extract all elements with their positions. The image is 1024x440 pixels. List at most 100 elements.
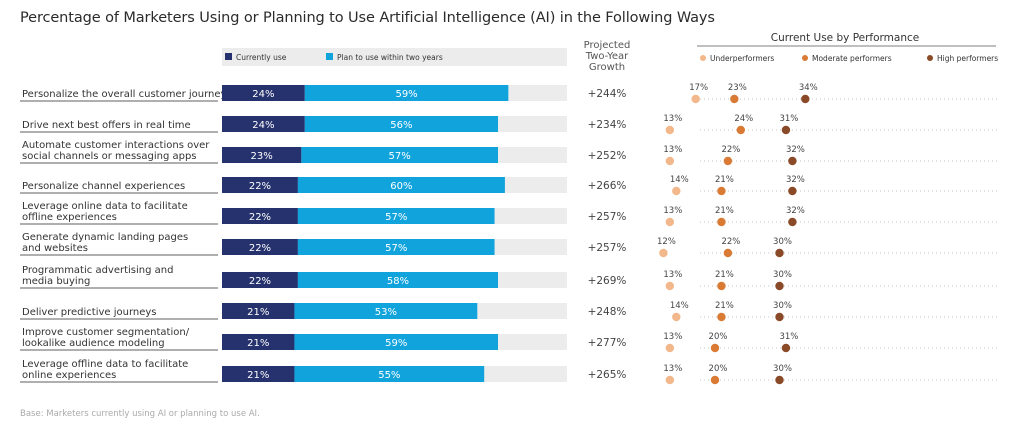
dot-moderate-performers: [723, 248, 733, 258]
legend-label-currently: Currently use: [236, 53, 287, 62]
bar-plan-to-use: [297, 239, 495, 255]
dot-moderate-performers: [736, 125, 745, 135]
dot-value-label: 30%: [773, 301, 792, 311]
category-label: Improve customer segmentation/: [22, 327, 190, 338]
bar-label-currently-use: 21%: [247, 307, 269, 318]
bar-label-plan-to-use: 60%: [390, 181, 412, 192]
category-label: Personalize the overall customer journey: [22, 89, 227, 100]
category-label: Generate dynamic landing pages: [22, 232, 188, 243]
dot-value-label: 20%: [709, 332, 728, 342]
dot-underperformers: [672, 312, 681, 322]
dot-value-label: 12%: [657, 237, 676, 247]
dot-high-performers: [788, 156, 797, 166]
legend-dot-0: [700, 55, 706, 61]
growth-value: +244%: [588, 88, 627, 100]
bar-plan-to-use: [301, 147, 498, 163]
growth-header-line: Projected: [584, 40, 631, 51]
legend-swatch-plan: [326, 53, 333, 60]
dot-underperformers: [665, 156, 675, 166]
dot-high-performers: [781, 343, 791, 353]
dot-value-label: 13%: [663, 270, 682, 280]
dot-value-label: 34%: [799, 83, 818, 93]
bar-label-currently-use: 22%: [249, 181, 271, 192]
bar-currently-use: [222, 303, 295, 319]
legend-swatch-currently: [225, 53, 232, 60]
growth-value: +266%: [588, 180, 627, 192]
legend-band: [222, 48, 567, 66]
dot-underperformers: [665, 217, 675, 227]
dot-value-label: 32%: [786, 206, 805, 216]
growth-value: +277%: [588, 337, 627, 349]
bar-currently-use: [222, 272, 298, 288]
dot-value-label: 30%: [773, 270, 792, 280]
dot-chart-title: Current Use by Performance: [771, 32, 919, 44]
dot-underperformers: [665, 281, 675, 291]
growth-value: +265%: [588, 369, 627, 381]
dot-moderate-performers: [723, 156, 733, 166]
bar-currently-use: [222, 208, 298, 224]
bar-label-currently-use: 22%: [249, 212, 271, 223]
dot-value-label: 21%: [715, 301, 734, 311]
category-label: media buying: [22, 276, 90, 287]
dot-value-label: 13%: [663, 114, 682, 124]
category-label: Drive next best offers in real time: [22, 120, 191, 131]
bar-label-plan-to-use: 59%: [395, 89, 417, 100]
category-label: Programmatic advertising and: [22, 265, 173, 276]
category-label: Automate customer interactions over: [22, 140, 210, 151]
bar-label-plan-to-use: 56%: [390, 120, 412, 131]
dot-moderate-performers: [717, 281, 726, 291]
bar-plan-to-use: [304, 116, 498, 132]
bar-plan-to-use: [304, 85, 509, 101]
dot-value-label: 14%: [670, 175, 689, 185]
dot-value-label: 24%: [734, 114, 753, 124]
dot-underperformers: [665, 375, 675, 385]
dot-high-performers: [788, 217, 797, 227]
bar-currently-use: [222, 85, 305, 101]
growth-value: +248%: [588, 306, 627, 318]
chart-title: Percentage of Marketers Using or Plannin…: [20, 10, 715, 26]
bar-currently-use: [222, 334, 295, 350]
category-label: offline experiences: [22, 212, 117, 223]
dot-underperformers: [659, 248, 668, 258]
bar-plan-to-use: [294, 303, 478, 319]
dot-underperformers: [691, 94, 700, 104]
dot-underperformers: [665, 343, 675, 353]
dot-high-performers: [775, 248, 784, 258]
dot-value-label: 21%: [715, 206, 734, 216]
category-label: online experiences: [22, 370, 116, 381]
category-label: lookalike audience modeling: [22, 338, 165, 349]
category-label: and websites: [22, 243, 88, 254]
bar-label-plan-to-use: 53%: [375, 307, 397, 318]
dot-moderate-performers: [717, 312, 726, 322]
dot-value-label: 13%: [663, 364, 682, 374]
dot-high-performers: [775, 281, 784, 291]
bar-currently-use: [222, 177, 298, 193]
category-label: Leverage online data to facilitate: [22, 201, 188, 212]
dot-value-label: 20%: [709, 364, 728, 374]
bar-label-plan-to-use: 57%: [385, 212, 407, 223]
base-footnote: Base: Marketers currently using AI or pl…: [20, 409, 260, 419]
growth-value: +234%: [588, 119, 627, 131]
dot-value-label: 22%: [721, 237, 740, 247]
dot-value-label: 32%: [786, 175, 805, 185]
growth-value: +269%: [588, 275, 627, 287]
bar-plan-to-use: [294, 334, 498, 350]
dot-high-performers: [801, 94, 810, 104]
dot-value-label: 23%: [728, 83, 747, 93]
dot-moderate-performers: [710, 375, 720, 385]
dot-high-performers: [781, 125, 791, 135]
dot-value-label: 30%: [773, 364, 792, 374]
dot-moderate-performers: [710, 343, 720, 353]
bar-label-currently-use: 22%: [249, 243, 271, 254]
bar-label-plan-to-use: 59%: [385, 338, 407, 349]
growth-header-line: Growth: [589, 62, 625, 73]
dot-value-label: 21%: [715, 175, 734, 185]
bar-label-plan-to-use: 58%: [387, 276, 409, 287]
legend-label-performance: Underperformers: [710, 54, 774, 63]
bar-plan-to-use: [297, 272, 498, 288]
bar-label-currently-use: 24%: [252, 89, 274, 100]
bar-currently-use: [222, 147, 302, 163]
dot-value-label: 31%: [779, 332, 798, 342]
dot-value-label: 31%: [779, 114, 798, 124]
